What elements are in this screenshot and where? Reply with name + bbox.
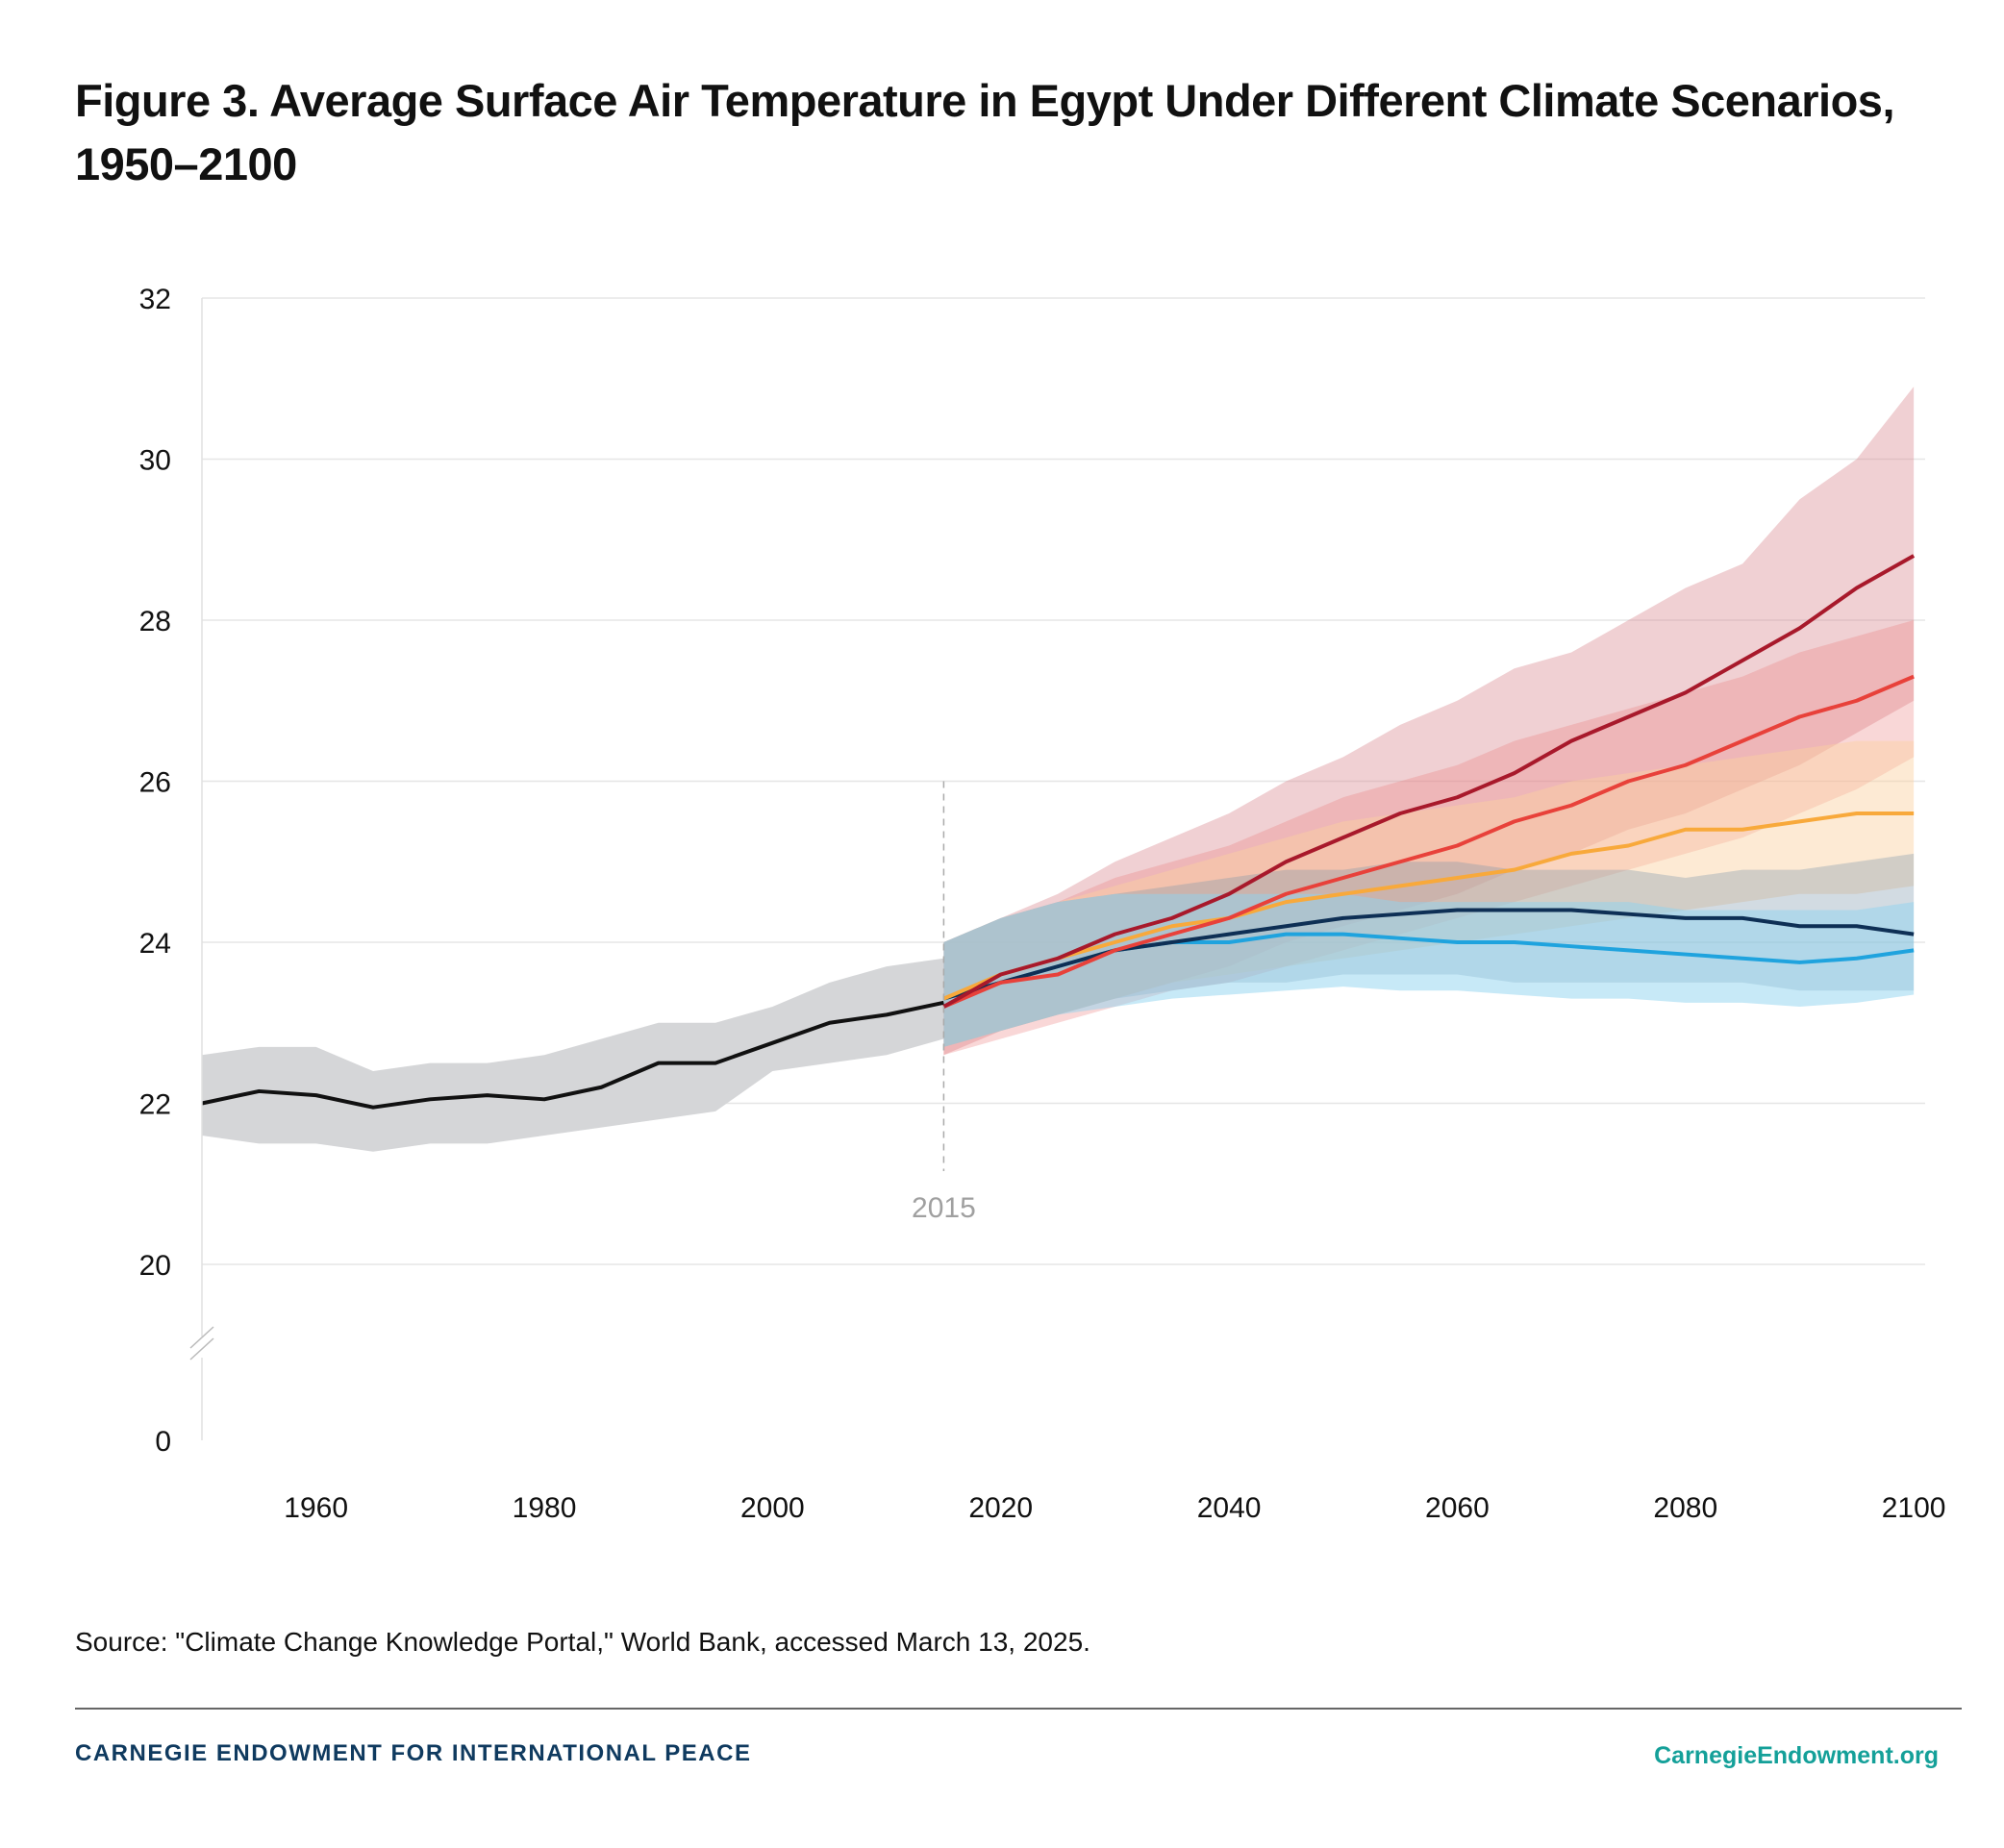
x-tick-label: 1980 (513, 1492, 577, 1524)
axes: 0 20 22 24 26 28 30 32 1960 1980 2000 2020 2040 2060 2… (139, 284, 1946, 1524)
scenario-line-3 (942, 812, 1915, 1001)
scenario-band-5 (943, 893, 1915, 1047)
website-link[interactable]: CarnegieEndowment.org (1654, 1742, 1939, 1769)
historical-line (201, 1000, 944, 1110)
y-tick-label: 32 (139, 284, 171, 315)
x-tick-label: 2080 (1653, 1492, 1717, 1524)
y-tick-label: 28 (139, 606, 171, 637)
y-tick-label: 26 (139, 767, 171, 799)
scenario-band-1 (943, 387, 1915, 1056)
x-tick-label: 1960 (284, 1492, 348, 1524)
x-tick-label: 2060 (1425, 1492, 1490, 1524)
y-tick-label: 24 (139, 928, 171, 960)
organization-logo-text: CARNEGIE ENDOWMENT FOR INTERNATIONAL PEA… (75, 1740, 752, 1766)
y-tick-label: 20 (139, 1250, 171, 1282)
source-note: Source: "Climate Change Knowledge Portal… (75, 1627, 1090, 1657)
annotation-2015-label: 2015 (912, 1192, 976, 1224)
x-tick-label: 2100 (1882, 1492, 1946, 1524)
x-tick-label: 2020 (968, 1492, 1033, 1524)
x-tick-label: 2040 (1197, 1492, 1262, 1524)
y-tick-label: 0 (155, 1426, 171, 1458)
chart-title: Figure 3. Average Surface Air Temperatur… (75, 75, 1895, 189)
footer-divider (75, 1708, 1962, 1710)
y-tick-label: 30 (139, 445, 171, 477)
axis-break-icon (189, 1326, 214, 1361)
series-lines (201, 554, 1916, 1110)
scenario-line-2 (942, 674, 1915, 1009)
x-tick-label: 2000 (740, 1492, 805, 1524)
y-tick-label: 22 (139, 1089, 171, 1121)
uncertainty-bands (202, 387, 1915, 1152)
scenario-line-1 (942, 554, 1916, 1009)
historical-band (202, 958, 944, 1152)
